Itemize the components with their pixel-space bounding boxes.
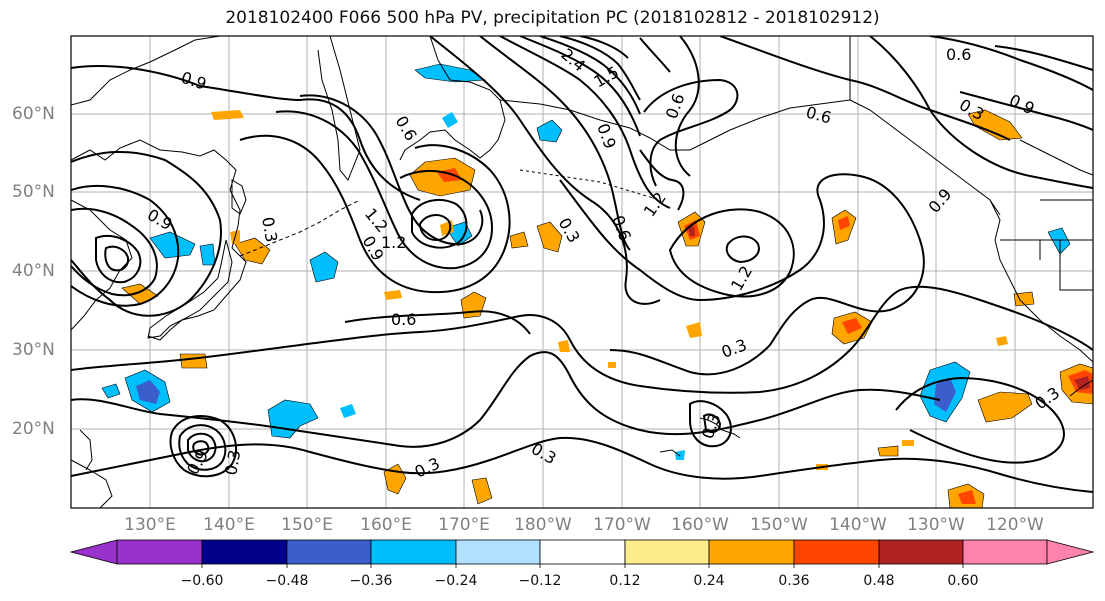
precip-pos-area [509, 231, 529, 249]
precip-pos-area [234, 237, 271, 265]
colorbar-tick-label: 0.36 [778, 573, 810, 589]
precip-pos-area [686, 322, 702, 338]
lon-label: 160°E [360, 515, 412, 535]
precip-pos-area [384, 290, 402, 300]
precip-neg-area [309, 251, 339, 283]
lon-label: 130°E [124, 515, 176, 535]
precip-pos-core [842, 318, 862, 334]
contour-label: 1.5 [591, 62, 623, 91]
precip-pos-core [1074, 376, 1090, 390]
lon-label: 140°E [203, 515, 255, 535]
coastlines [71, 36, 1093, 508]
lon-label: 180°W [514, 515, 572, 535]
lon-label: 150°E [281, 515, 333, 535]
colorbar [69, 539, 1095, 568]
precip-pos-area [996, 336, 1008, 346]
colorbar-tick-label: 0.48 [863, 573, 895, 589]
contour-label: 0.3 [698, 411, 725, 441]
contour-label: 0.9 [925, 185, 956, 217]
contour-label: 0.9 [144, 205, 176, 234]
colorbar-tick-label: 0.12 [609, 573, 641, 589]
colorbar-extend-low [69, 539, 118, 565]
precip-pos-area [121, 283, 159, 305]
contour-label: 0.6 [391, 310, 416, 329]
precip-neg-area [675, 450, 685, 460]
precip-neg-area [101, 383, 121, 399]
contour-label: 0.3 [719, 335, 749, 362]
colorbar-tick-label: −0.60 [180, 573, 224, 589]
lat-label: 20°N [12, 419, 55, 439]
precip-pos-area [536, 221, 563, 253]
colorbar-tick-label: 0.60 [947, 573, 979, 589]
precip-neg-area [1047, 227, 1071, 255]
colorbar-tick-label: −0.36 [349, 573, 393, 589]
precip-pos-area [877, 445, 899, 457]
precip-pos-area [1013, 291, 1035, 307]
lat-label: 30°N [12, 340, 55, 360]
contour-label: 0.3 [221, 448, 244, 476]
precip-neg-area [199, 243, 216, 266]
precip-neg-area [340, 404, 356, 418]
map-title: 2018102400 F066 500 hPa PV, precipitatio… [225, 8, 880, 28]
contour-label: 1.2 [727, 262, 756, 294]
precip-neg-area [536, 119, 563, 143]
contour-label: 0.6 [946, 45, 971, 64]
contour-label: 1.2 [381, 233, 406, 252]
lon-label: 130°W [907, 515, 965, 535]
contour-label: 0.9 [593, 121, 620, 151]
precip-pos-area [179, 353, 208, 369]
lon-label: 170°E [438, 515, 490, 535]
map-frame [70, 35, 1094, 509]
lat-label: 50°N [12, 182, 55, 202]
contour-label: 2.4 [557, 45, 589, 76]
precip-pos-area [383, 463, 407, 495]
colorbar-tick-label: −0.24 [434, 573, 478, 589]
lat-label: 60°N [12, 104, 55, 124]
precip-neg-core [136, 380, 160, 404]
precip-pos-area [211, 110, 244, 120]
graticule [71, 36, 1093, 508]
precip-pos-area [977, 391, 1033, 423]
lon-label: 140°W [829, 515, 887, 535]
precip-pos-core [958, 490, 976, 504]
colorbar-tick-label: 0.24 [693, 573, 725, 589]
lat-label: 40°N [12, 261, 55, 281]
precip-pos-area [608, 362, 616, 368]
precip-pos-core [838, 216, 850, 230]
precip-pos-area [558, 340, 570, 352]
lon-label: 120°W [986, 515, 1044, 535]
precip-neg-area [442, 112, 458, 128]
precip-pos-area [460, 291, 487, 319]
contour-label: 0.6 [608, 213, 635, 243]
colorbar-tick-label: −0.12 [518, 573, 562, 589]
precip-shading [101, 63, 1093, 508]
contour-label: 1.2 [640, 189, 670, 221]
precip-neg-area [149, 231, 196, 259]
colorbar-tick-label: −0.48 [265, 573, 309, 589]
lon-label: 150°W [750, 515, 808, 535]
precip-pos-area [902, 440, 914, 446]
contour-label: 0.9 [179, 68, 209, 94]
contour-label: 0.3 [412, 454, 443, 482]
precip-pos-area [471, 477, 493, 505]
lon-label: 160°W [671, 515, 729, 535]
colorbar-extend-high [1046, 539, 1095, 565]
contour-label: 0.6 [804, 103, 834, 128]
contour-label: 0.6 [392, 113, 421, 145]
lon-label: 170°W [593, 515, 651, 535]
contour-label: 0.3 [1031, 383, 1063, 413]
pv-contours [71, 36, 1093, 493]
contour-label: 0.3 [528, 439, 560, 468]
precip-pos-core [688, 226, 695, 236]
precip-neg-core [934, 378, 956, 412]
contour-label: 0.3 [258, 215, 281, 243]
